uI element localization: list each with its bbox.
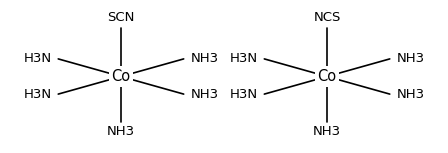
Text: NH3: NH3 xyxy=(313,125,341,138)
Text: H3N: H3N xyxy=(229,52,258,65)
Text: NH3: NH3 xyxy=(396,52,425,65)
Text: NH3: NH3 xyxy=(396,88,425,101)
Text: SCN: SCN xyxy=(107,11,135,24)
Text: H3N: H3N xyxy=(229,88,258,101)
Text: NH3: NH3 xyxy=(190,52,219,65)
Text: H3N: H3N xyxy=(23,52,52,65)
Text: NH3: NH3 xyxy=(107,125,135,138)
Text: H3N: H3N xyxy=(23,88,52,101)
Text: Co: Co xyxy=(318,69,336,84)
Text: Co: Co xyxy=(112,69,130,84)
Text: NH3: NH3 xyxy=(190,88,219,101)
Text: NCS: NCS xyxy=(313,11,341,24)
